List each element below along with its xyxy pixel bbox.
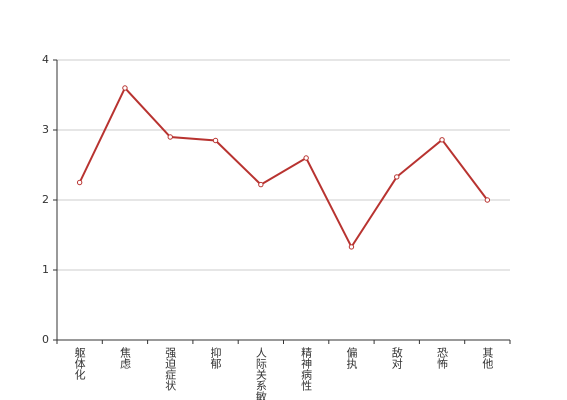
point: [303, 155, 309, 161]
point: [122, 85, 128, 91]
y-tick-label: 3: [42, 123, 49, 136]
point: [439, 137, 445, 143]
point: [348, 244, 355, 250]
point: [484, 197, 491, 203]
x-tick-label: 强迫症状: [164, 347, 177, 391]
x-tick-label: 敌对: [390, 346, 403, 369]
point: [394, 174, 400, 180]
x-tick-label: 焦虑: [118, 347, 131, 369]
x-tick-label: 恐怖: [436, 347, 449, 369]
x-tick-label: 躯体化: [73, 347, 86, 381]
x-tick-label: 人际关系敏感: [254, 347, 267, 400]
y-tick-label: 1: [42, 263, 49, 276]
series-line: [78, 86, 489, 249]
point: [76, 179, 83, 186]
y-tick-label: 0: [42, 333, 49, 346]
y-tick-label: 4: [42, 53, 49, 66]
x-tick-label: 抑郁: [209, 346, 222, 369]
x-tick-label: 偏执: [345, 346, 358, 370]
point: [212, 137, 219, 144]
y-tick-label: 2: [42, 193, 49, 206]
point: [258, 181, 264, 188]
x-tick-label: 精神病性: [300, 347, 313, 392]
point: [167, 134, 173, 140]
x-tick-label: 其他: [481, 347, 494, 369]
